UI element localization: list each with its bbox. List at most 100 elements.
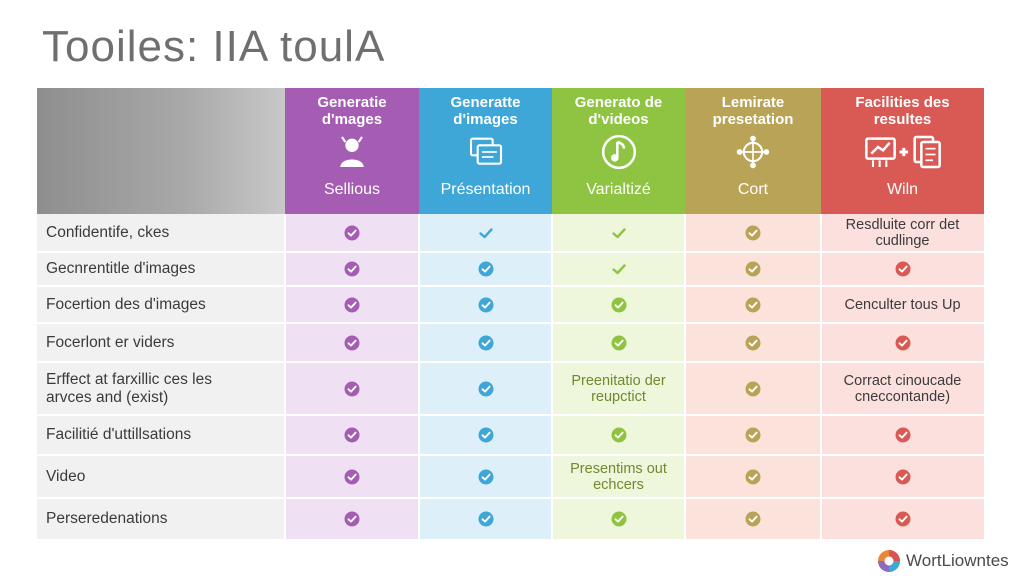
check-icon <box>611 264 626 275</box>
row-divider <box>37 497 984 499</box>
page-title: Tooiles: IIA toulA <box>42 22 386 71</box>
column-header: Generatte d'images Présentation <box>419 88 552 214</box>
row-label: Erffect at farxillic ces les arvces and … <box>46 370 212 406</box>
table-cell <box>685 214 821 252</box>
table-cell <box>552 323 685 362</box>
table-cell <box>285 286 419 323</box>
table-cell <box>552 286 685 323</box>
check-circle-icon <box>895 427 910 443</box>
table-cell <box>285 455 419 498</box>
table-cell <box>285 214 419 252</box>
check-circle-icon <box>745 381 761 396</box>
table-cell <box>821 323 984 362</box>
check-circle-icon <box>895 469 910 484</box>
label-column-band <box>37 214 285 539</box>
check-circle-icon <box>745 469 761 484</box>
check-circle-icon <box>478 511 493 526</box>
table-cell <box>685 498 821 539</box>
check-circle-icon <box>745 297 761 312</box>
table-cell <box>419 498 552 539</box>
column-header-icon-wrap <box>419 130 552 174</box>
table-cell <box>821 252 984 286</box>
person-icon <box>340 136 364 167</box>
check-circle-icon <box>344 469 360 484</box>
column-header: Generato de d'videos Varialtizé <box>552 88 685 214</box>
check-circle-icon <box>478 469 493 484</box>
table-cell <box>821 415 984 455</box>
row-label: Focertion des d'images <box>46 295 206 313</box>
table-cell <box>685 323 821 362</box>
row-divider <box>37 414 984 416</box>
check-circle-icon <box>344 427 360 443</box>
brand-logo-icon <box>878 550 900 572</box>
check-circle-icon <box>611 511 626 526</box>
column-header-icon-wrap <box>552 130 685 174</box>
network-icon <box>736 135 770 169</box>
table-cell <box>552 415 685 455</box>
chart-plus-doc-icon <box>864 135 941 169</box>
table-cell <box>685 415 821 455</box>
column-divider <box>284 214 286 539</box>
table-cell <box>419 362 552 415</box>
column-header-subtitle: Sellious <box>323 181 381 198</box>
brand-name: WortLiowntes <box>906 551 1009 570</box>
check-circle-icon <box>478 297 493 312</box>
check-circle-icon <box>745 261 761 277</box>
column-divider <box>684 214 686 539</box>
column-divider <box>551 214 553 539</box>
row-label: Gecnrentitle d'images <box>46 260 196 277</box>
table-cell <box>685 252 821 286</box>
row-label: Facilitié d'uttillsations <box>46 426 192 443</box>
column-header: Generatie d'mages Sellious <box>285 88 419 214</box>
column-header-title: Facilities des resultes <box>855 94 950 128</box>
check-circle-icon <box>344 297 360 312</box>
table-cell <box>285 252 419 286</box>
row-label: Focerlont er viders <box>46 333 175 351</box>
check-circle-icon <box>344 225 360 241</box>
table-cell <box>419 455 552 498</box>
check-circle-icon <box>611 427 626 443</box>
column-divider <box>418 214 420 539</box>
row-label: Confidentife, ckes <box>46 224 170 241</box>
header-corner <box>37 88 285 214</box>
column-header-title: Lemirate presetation <box>712 94 794 128</box>
check-circle-icon <box>478 381 493 396</box>
comparison-table: Generatie d'mages Sellious Generatte d'ima… <box>37 88 984 539</box>
table-cell <box>419 214 552 252</box>
table-cell <box>685 286 821 323</box>
row-divider <box>37 322 984 324</box>
table-cell <box>552 252 685 286</box>
table-cell <box>685 362 821 415</box>
table-cell-text: Preenitatio der reupctict <box>571 372 666 405</box>
row-label: Video <box>46 467 86 485</box>
column-header-icon-wrap <box>821 130 984 174</box>
column-header: Facilities des resultes Wiln <box>821 88 984 214</box>
slides-icon <box>469 137 502 165</box>
row-divider <box>37 251 984 253</box>
check-circle-icon <box>745 427 761 443</box>
check-icon <box>611 228 626 239</box>
table-cell <box>285 498 419 539</box>
table-cell <box>552 214 685 252</box>
check-circle-icon <box>344 261 360 277</box>
check-circle-icon <box>478 335 493 350</box>
row-divider <box>37 285 984 287</box>
table-cell <box>685 455 821 498</box>
column-header-subtitle: Présentation <box>440 181 531 198</box>
check-circle-icon <box>745 335 761 350</box>
check-circle-icon <box>745 225 761 241</box>
check-circle-icon <box>895 335 910 350</box>
table-cell <box>419 252 552 286</box>
check-circle-icon <box>344 335 360 350</box>
brand: WortLiowntes <box>876 548 1009 574</box>
table-cell <box>285 362 419 415</box>
column-header-subtitle: Wiln <box>886 181 919 198</box>
check-circle-icon <box>895 261 910 277</box>
check-circle-icon <box>745 511 761 526</box>
music-note-icon <box>601 134 636 170</box>
column-header-icon-wrap <box>685 130 821 174</box>
check-circle-icon <box>478 261 493 277</box>
check-icon <box>478 228 493 239</box>
row-label: Perseredenations <box>46 509 168 527</box>
column-divider <box>820 214 822 539</box>
